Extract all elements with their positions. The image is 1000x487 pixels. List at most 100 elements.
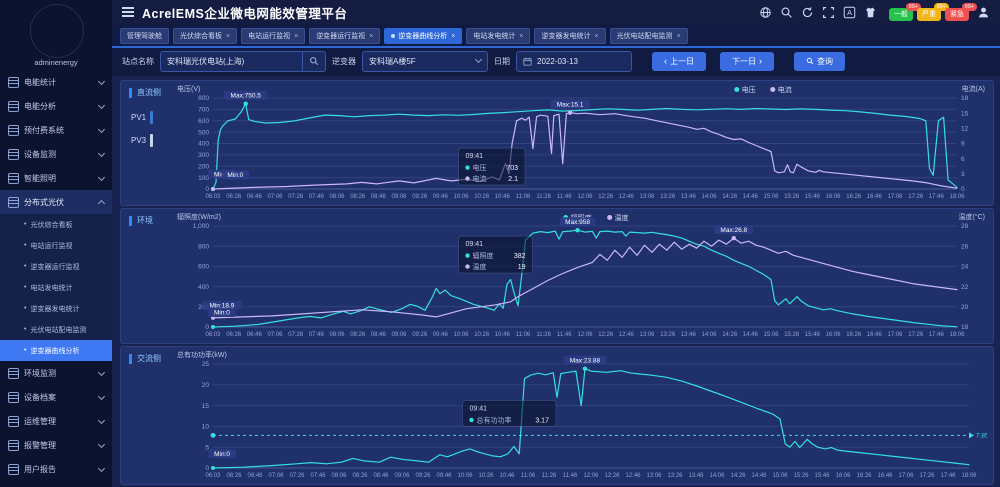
svg-text:15:06: 15:06 [763,194,779,200]
sidebar-item-4[interactable]: 智能照明 [0,166,112,190]
tab-1[interactable]: 光伏综合看板 × [173,28,238,44]
tab-4[interactable]: 逆变器曲线分析 × [384,28,463,44]
avatar[interactable] [30,4,84,58]
chart-svg-ac[interactable]: 0 5 10 15 20 25 总有功功率(kW) 06:03 06:26 06:46 07:06 0… [175,349,987,480]
svg-text:12:26: 12:26 [598,194,614,200]
svg-text:09:06: 09:06 [391,194,407,200]
close-icon[interactable]: × [294,32,299,40]
prev-day-button[interactable]: ‹ 上一日 [652,51,706,71]
svg-text:13:26: 13:26 [667,473,683,479]
alarm-badge-2[interactable]: 紧急 99+ [945,2,977,21]
next-day-button[interactable]: 下一日 › [720,51,774,71]
alarm-badge-1[interactable]: 严重 99+ [917,2,949,21]
tab-label: 电站运行监视 [248,33,291,40]
sidebar-item-2[interactable]: 预付费系统 [0,118,112,142]
menu-toggle-icon[interactable] [122,7,134,17]
tab-6[interactable]: 逆变器发电统计 × [534,28,606,44]
svg-text:11:46: 11:46 [563,473,578,479]
svg-text:382: 382 [514,253,526,260]
sidebar-subitem-6[interactable]: • 逆变器曲线分析 [0,340,112,361]
svg-text:09:06: 09:06 [394,473,410,479]
chevron-down-icon [97,77,106,85]
close-icon[interactable]: × [676,32,681,40]
point-label [224,90,268,100]
svg-text:1,000: 1,000 [193,223,210,230]
search-icon[interactable] [780,6,793,19]
svg-text:3.17: 3.17 [535,417,549,424]
sidebar-item-8[interactable]: 运维管理 [0,409,112,433]
chevron-down-icon [474,55,483,64]
tab-0[interactable]: 管理驾驶舱 [120,28,169,44]
query-button[interactable]: 查询 [794,51,845,71]
svg-text:07:46: 07:46 [309,332,325,338]
refresh-icon[interactable] [801,6,814,19]
svg-text:09:46: 09:46 [433,194,449,200]
sidebar-item-7[interactable]: 设备档案 [0,385,112,409]
sidebar-item-0[interactable]: 电能统计 [0,70,112,94]
pv-toggle-pv1[interactable]: PV1 [131,111,153,124]
chart-tooltip: 09:41 总有功功率 3.17 [462,400,557,427]
svg-text:17:06: 17:06 [887,332,903,338]
svg-text:400: 400 [198,141,209,148]
svg-text:15:06: 15:06 [772,473,788,479]
bullet-icon: • [24,221,27,228]
svg-text:16:06: 16:06 [825,332,841,338]
sidebar-item-5[interactable]: 分布式光伏 [0,190,112,214]
site-search-button[interactable] [303,52,325,71]
tab-7[interactable]: 光伏电站配电监测 × [609,28,688,44]
svg-text:08:06: 08:06 [331,473,347,479]
close-icon[interactable]: × [226,32,231,40]
tab-5[interactable]: 电站发电统计 × [466,28,531,44]
language-icon[interactable]: A [843,6,856,19]
svg-text:11:06: 11:06 [516,194,531,200]
svg-text:13:06: 13:06 [639,194,655,200]
svg-text:08:46: 08:46 [371,332,387,338]
theme-skin-icon[interactable] [864,6,877,19]
site-search-input[interactable]: 安科瑞光伏电站(上海) [160,50,326,72]
chart-svg-env[interactable]: 02004006008001,000182022242628辐照度(W/m2)温… [175,211,987,339]
svg-text:09:26: 09:26 [412,332,428,338]
sidebar-subitem-5[interactable]: • 光伏电站配电监测 [0,319,112,340]
sidebar-item-6[interactable]: 环境监测 [0,361,112,385]
svg-text:09:46: 09:46 [433,332,449,338]
svg-text:07:06: 07:06 [267,194,283,200]
pv-toggle-pv3[interactable]: PV3 [131,134,153,147]
sidebar-subitem-4[interactable]: • 逆变器发电统计 [0,298,112,319]
sidebar-subitem-0[interactable]: • 光伏综合看板 [0,214,112,235]
close-icon[interactable]: × [519,32,524,40]
user-icon[interactable] [977,6,990,19]
svg-text:15:26: 15:26 [784,194,800,200]
svg-text:电流: 电流 [778,85,792,94]
series-温度 [212,237,958,319]
sidebar-item-9[interactable]: 报警管理 [0,433,112,457]
close-icon[interactable]: × [594,32,599,40]
inverter-select[interactable]: 安科瑞A楼5F [362,50,488,72]
fullscreen-icon[interactable] [822,6,835,19]
pv-toggle-label: PV1 [131,113,147,122]
sidebar-subitem-3[interactable]: • 电站发电统计 [0,277,112,298]
svg-text:500: 500 [198,129,209,136]
chart-svg-dc[interactable]: 0 100 200 300 400 500 600 700 800 0 3 6 9 12 15 18 电压(V)… [175,83,987,201]
svg-text:09:06: 09:06 [391,332,407,338]
svg-text:14:06: 14:06 [701,332,717,338]
svg-text:400: 400 [198,284,209,291]
svg-text:10:26: 10:26 [478,473,494,479]
sidebar-item-1[interactable]: 电能分析 [0,94,112,118]
sidebar-subitem-1[interactable]: • 电站运行监视 [0,235,112,256]
app-title: AcrelEMS企业微电网能效管理平台 [142,6,348,21]
alarm-badge-0[interactable]: 一般 99+ [889,2,921,21]
tab-2[interactable]: 电站运行监视 × [241,28,306,44]
svg-text:16:26: 16:26 [846,194,862,200]
date-value: 2022-03-13 [537,56,578,66]
search-icon [806,57,814,65]
close-icon[interactable]: × [451,32,456,40]
close-icon[interactable]: × [369,32,374,40]
tab-3[interactable]: 逆变器运行监视 × [309,28,381,44]
sidebar-subitem-2[interactable]: • 逆变器运行监视 [0,256,112,277]
svg-text:800: 800 [198,95,209,102]
globe-icon[interactable] [759,6,772,19]
sidebar-item-10[interactable]: 用户报告 [0,457,112,481]
svg-text:703: 703 [506,165,518,172]
date-input[interactable]: 2022-03-13 [516,50,632,72]
sidebar-item-3[interactable]: 设备监测 [0,142,112,166]
